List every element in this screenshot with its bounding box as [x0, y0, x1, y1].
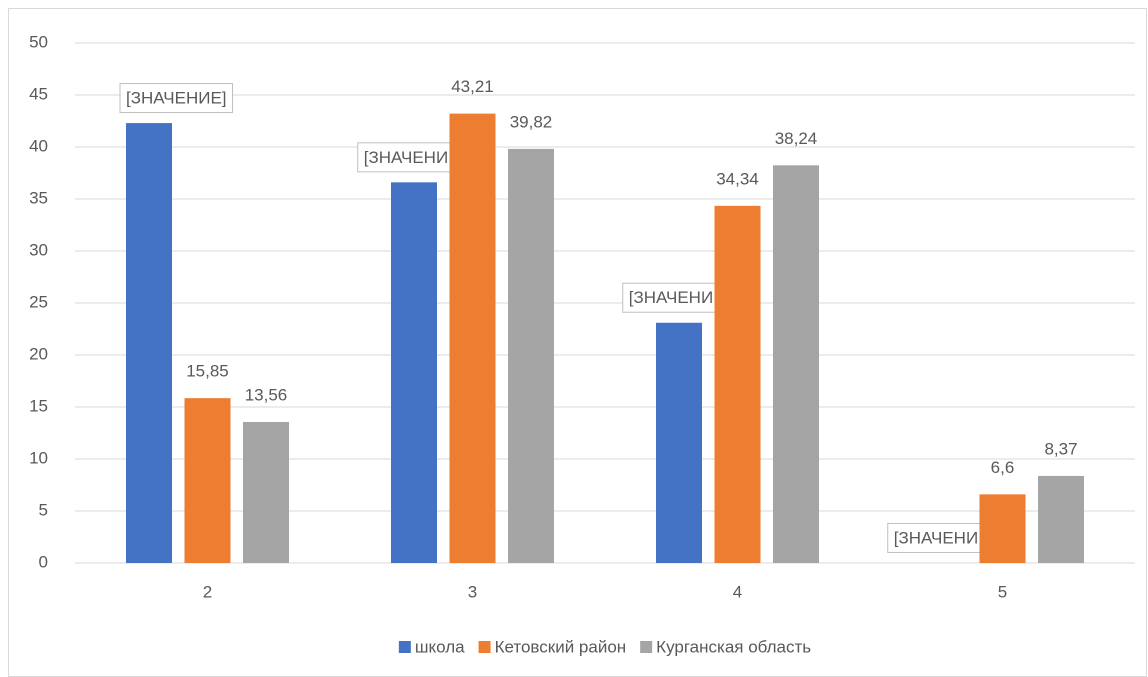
- y-tick-label: 15: [29, 396, 48, 415]
- data-label: [ЗНАЧЕНИЕ]: [126, 89, 227, 108]
- y-tick-label: 35: [29, 188, 48, 207]
- legend-label: Кетовский район: [495, 637, 627, 656]
- bar: [391, 182, 437, 564]
- data-label: [ЗНАЧЕНИЕ]: [364, 148, 465, 167]
- legend: школа Кетовский район Курганская область: [398, 637, 811, 656]
- data-label: 15,85: [186, 362, 229, 381]
- y-tick-label: 10: [29, 448, 48, 467]
- bar: [714, 205, 761, 563]
- bar: [126, 123, 172, 563]
- data-label: 6,6: [991, 458, 1015, 477]
- legend-swatch: [640, 641, 653, 653]
- data-label: [ЗНАЧЕНИЕ]: [629, 288, 730, 307]
- data-label: 39,82: [510, 112, 553, 131]
- y-tick-label: 5: [39, 500, 48, 519]
- bar: [656, 322, 702, 563]
- y-tick-label: 0: [39, 552, 48, 571]
- y-tick-label: 20: [29, 344, 48, 363]
- data-label: [ЗНАЧЕНИЕ]: [894, 528, 995, 547]
- legend-label: школа: [415, 637, 465, 656]
- data-label-group: [ЗНАЧЕНИЕ]: [119, 83, 234, 114]
- bar: [243, 421, 289, 563]
- legend-swatch: [478, 641, 491, 653]
- bar: [979, 494, 1026, 563]
- y-tick-label: 25: [29, 292, 48, 311]
- y-tick-label: 30: [29, 240, 48, 259]
- data-label: 38,24: [775, 129, 818, 148]
- x-tick-label: 2: [203, 582, 212, 601]
- bar: [184, 398, 231, 563]
- bar: [508, 148, 554, 563]
- bar: [449, 113, 496, 563]
- legend-label: Курганская область: [656, 637, 811, 656]
- data-label: 43,21: [451, 77, 494, 96]
- y-tick-label: 50: [29, 32, 48, 51]
- x-tick-label: 4: [733, 582, 742, 601]
- y-tick-label: 40: [29, 136, 48, 155]
- bar: [1038, 475, 1084, 563]
- legend-swatch: [398, 641, 411, 653]
- data-label: 8,37: [1044, 439, 1077, 458]
- bar: [773, 165, 819, 563]
- data-label: 13,56: [245, 385, 288, 404]
- y-tick-label: 45: [29, 84, 48, 103]
- label-box: [119, 83, 234, 114]
- x-tick-label: 5: [998, 582, 1007, 601]
- x-tick-label: 3: [468, 582, 477, 601]
- data-label: 34,34: [716, 169, 759, 188]
